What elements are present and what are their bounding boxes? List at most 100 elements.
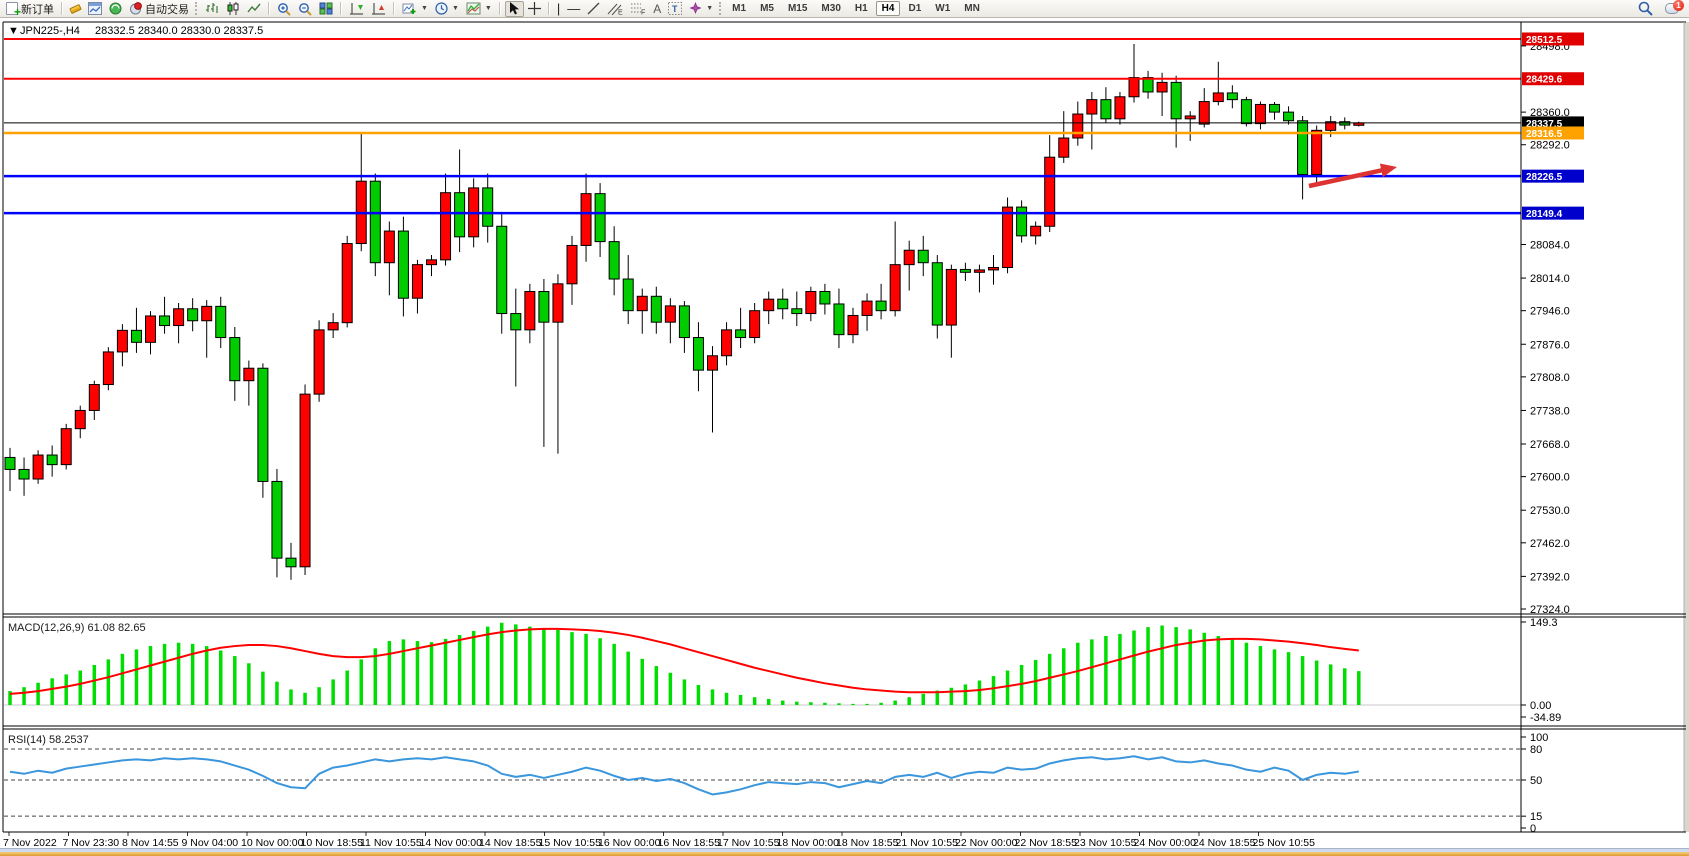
chart-profile-button[interactable] (85, 1, 105, 17)
macd-pane[interactable]: MACD(12,26,9) 61.08 82.65 149.3 0.00-34.89 (4, 617, 1561, 724)
rsi-label: RSI(14) 58.2537 (8, 734, 89, 746)
timeframe-group: M1 M5 M15 M30 H1 H4 D1 W1 MN (726, 1, 986, 16)
price-tick-label: 27392.0 (1530, 571, 1570, 583)
time-tick-label: 8 Nov 14:55 (122, 837, 179, 849)
candle (1142, 70, 1154, 99)
time-tick-label: 18 Nov 18:55 (836, 837, 899, 849)
vertical-line-tool-button[interactable]: | (554, 1, 563, 17)
rsi-tick-label: 50 (1530, 775, 1542, 787)
timeframe-h1[interactable]: H1 (854, 3, 868, 14)
candle (454, 149, 466, 253)
price-badge: 28337.5 (1522, 116, 1584, 130)
price-tick-label: 27600.0 (1530, 472, 1570, 484)
zoom-out-button[interactable] (295, 1, 315, 17)
candle (130, 307, 142, 353)
candle (847, 307, 859, 344)
timeframe-w1[interactable]: W1 (935, 3, 951, 14)
timeframe-m1[interactable]: M1 (732, 3, 747, 14)
svg-text:T: T (672, 4, 678, 14)
crosshair-tool-button[interactable] (525, 1, 544, 17)
cursor-tool-button[interactable] (504, 0, 524, 17)
candle (650, 286, 662, 334)
candle (496, 211, 508, 334)
price-tick-label: 27668.0 (1530, 439, 1570, 451)
candle (692, 322, 704, 392)
candle (1283, 106, 1295, 125)
price-tick-label: 27808.0 (1530, 372, 1570, 384)
candle (74, 405, 86, 439)
zoom-in-button[interactable] (274, 1, 294, 17)
bar-chart-button[interactable] (202, 1, 222, 17)
crayon-icon (69, 3, 82, 14)
candlestick-chart-button[interactable] (223, 1, 243, 17)
time-tick-label: 10 Nov 00:00 (241, 837, 304, 849)
search-button[interactable] (1635, 1, 1656, 17)
candle (1297, 115, 1309, 200)
timeframe-m15[interactable]: M15 (787, 3, 808, 14)
separator (498, 2, 501, 15)
macd-signal-line (9, 627, 1359, 695)
chevron-down-icon: ▼ (451, 5, 459, 12)
data-window-button[interactable] (368, 1, 389, 17)
trendline-tool-button[interactable] (584, 1, 603, 17)
template-button[interactable]: ▼ (463, 1, 495, 17)
candle (341, 235, 353, 328)
price-tick-label: 27324.0 (1530, 604, 1570, 616)
candle (1044, 135, 1056, 233)
styler-button[interactable] (67, 1, 84, 17)
candle (229, 326, 241, 401)
add-indicator-button[interactable]: ▼ (399, 1, 431, 17)
candle (777, 288, 789, 320)
label-tool-button[interactable]: T (665, 1, 685, 17)
candle (931, 255, 943, 339)
candle (4, 447, 16, 492)
candle (1254, 101, 1266, 130)
text-tool-button[interactable]: A (650, 1, 664, 17)
candle (594, 183, 606, 257)
timeframe-m5[interactable]: M5 (760, 3, 774, 14)
line-chart-button[interactable] (244, 1, 264, 17)
price-axis[interactable]: 28498.028360.028292.028084.028014.027946… (1521, 32, 1584, 616)
candle (1128, 44, 1140, 103)
market-watch-button[interactable] (106, 1, 125, 17)
title-collapse-icon[interactable]: ▼ (8, 25, 19, 37)
svg-text:28149.4: 28149.4 (1526, 209, 1563, 220)
timeframe-h4[interactable]: H4 (875, 1, 901, 16)
vertical-line-icon: | (556, 1, 561, 16)
rsi-line (9, 755, 1359, 796)
candle (917, 235, 929, 277)
candle (482, 173, 494, 243)
new-order-button[interactable]: 新订单 (3, 1, 57, 19)
candle (1198, 88, 1210, 128)
timeframe-m30[interactable]: M30 (821, 3, 841, 14)
candle (510, 288, 522, 387)
autotrading-button[interactable]: 自动交易 (126, 1, 192, 17)
shapes-tool-button[interactable]: ▼ (686, 1, 716, 17)
arrow-annotation[interactable] (1308, 163, 1397, 189)
svg-text:28316.5: 28316.5 (1526, 129, 1563, 140)
candle (1269, 102, 1280, 120)
time-axis[interactable]: 7 Nov 2022 7 Nov 23:30 8 Nov 14:55 9 Nov 04… (3, 832, 1315, 849)
new-order-label: 新订单 (21, 3, 54, 16)
notification-badge: 1 (1673, 0, 1684, 11)
candle (383, 221, 395, 296)
period-button[interactable]: ▼ (432, 1, 462, 17)
arrows-shapes-icon (689, 2, 702, 14)
timeframe-mn[interactable]: MN (964, 3, 980, 14)
tile-windows-button[interactable] (316, 1, 336, 17)
candle (60, 423, 72, 470)
rsi-tick-label: 0 (1530, 823, 1536, 835)
fibonacci-tool-button[interactable]: F (627, 1, 649, 17)
timeframe-d1[interactable]: D1 (908, 3, 922, 14)
horizontal-line-tool-button[interactable]: — (564, 1, 583, 17)
indicator-window-button[interactable] (346, 1, 367, 17)
chat-bubble-icon: 1 (1665, 0, 1684, 14)
channel-tool-button[interactable]: E (604, 1, 626, 17)
price-tick-label: 27462.0 (1530, 538, 1570, 550)
main-price-pane[interactable] (4, 37, 1521, 580)
candle (973, 264, 985, 293)
price-tick-label: 27876.0 (1530, 339, 1570, 351)
notifications-button[interactable]: 1 (1662, 0, 1684, 17)
